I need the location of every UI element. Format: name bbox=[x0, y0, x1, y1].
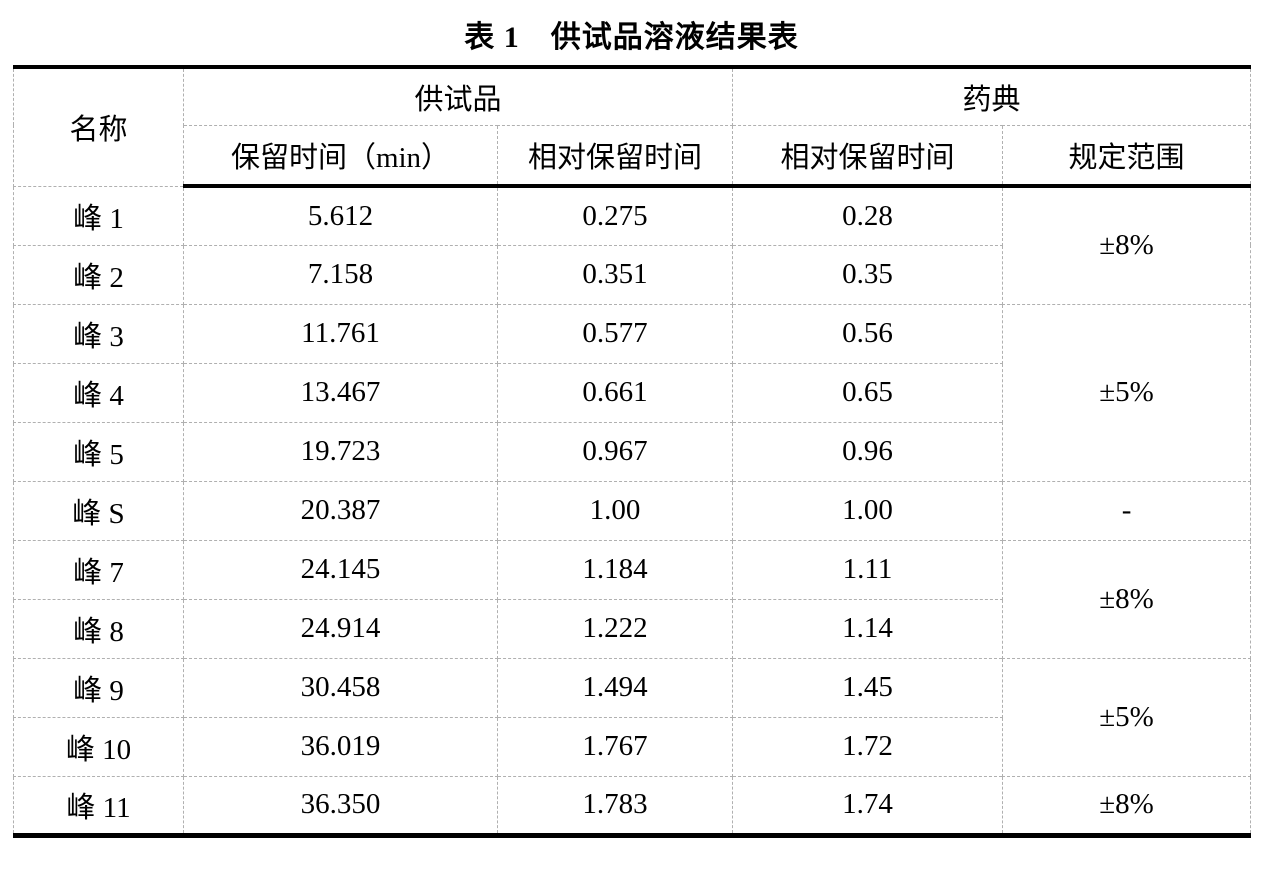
specified-range-cell: ±8% bbox=[1002, 775, 1252, 836]
peak-name-cell: 峰 5 bbox=[13, 421, 184, 482]
retention-time-cell: 30.458 bbox=[183, 657, 498, 718]
table-header: 名称 供试品 药典 保留时间（min） 相对保留时间 相对保留时间 规定范围 bbox=[13, 66, 1252, 188]
retention-time-cell: 5.612 bbox=[183, 185, 498, 246]
retention-time-cell: 19.723 bbox=[183, 421, 498, 482]
header-cell-name: 名称 bbox=[13, 66, 184, 187]
relative-rt-cell: 0.577 bbox=[496, 303, 734, 364]
peak-name-cell: 峰 11 bbox=[13, 775, 184, 836]
header-row-sub: 保留时间（min） 相对保留时间 相对保留时间 规定范围 bbox=[14, 124, 1252, 188]
header-row-groups: 名称 供试品 药典 bbox=[13, 66, 1252, 187]
peak-name-cell: 峰 3 bbox=[13, 303, 184, 364]
specified-range-cell: ±8% bbox=[1002, 185, 1252, 305]
relative-rt-cell: 0.351 bbox=[496, 244, 734, 305]
retention-time-cell: 7.158 bbox=[183, 244, 498, 305]
specified-range-cell: ±5% bbox=[1002, 303, 1252, 482]
results-table: 名称 供试品 药典 保留时间（min） 相对保留时间 相对保留时间 规定范围 峰… bbox=[13, 65, 1252, 838]
retention-time-cell: 20.387 bbox=[183, 480, 498, 541]
specified-range-cell: ±5% bbox=[1002, 657, 1252, 777]
specified-range-cell: - bbox=[1002, 480, 1252, 541]
pharmacopoeia-rrt-cell: 1.11 bbox=[732, 539, 1004, 600]
relative-rt-cell: 1.222 bbox=[496, 598, 734, 659]
table-row: 峰 8 24.914 1.222 1.14 bbox=[13, 598, 1251, 659]
table-row: 峰 9 30.458 1.494 1.45 ±5% bbox=[13, 657, 1252, 777]
retention-time-cell: 36.350 bbox=[183, 775, 498, 836]
header-cell-sample-group: 供试品 bbox=[182, 66, 734, 126]
pharmacopoeia-rrt-cell: 1.45 bbox=[732, 657, 1004, 718]
table-row: 峰 S 20.387 1.00 1.00- bbox=[13, 480, 1252, 541]
peak-name-cell: 峰 7 bbox=[13, 539, 184, 600]
table-caption: 表 1 供试品溶液结果表 bbox=[464, 21, 799, 54]
retention-time-cell: 11.761 bbox=[183, 303, 498, 364]
pharmacopoeia-rrt-cell: 1.14 bbox=[732, 598, 1004, 659]
peak-name-cell: 峰 8 bbox=[13, 598, 184, 659]
relative-rt-cell: 0.967 bbox=[496, 421, 734, 482]
relative-rt-cell: 1.00 bbox=[496, 480, 734, 541]
peak-name-cell: 峰 9 bbox=[13, 657, 184, 718]
pharmacopoeia-rrt-cell: 1.74 bbox=[732, 775, 1004, 836]
header-cell-relative-rt: 相对保留时间 bbox=[496, 124, 734, 188]
pharmacopoeia-rrt-cell: 0.56 bbox=[732, 303, 1004, 364]
header-cell-retention-time: 保留时间（min） bbox=[183, 124, 498, 188]
table-row: 峰 4 13.467 0.661 0.65 bbox=[13, 362, 1251, 423]
relative-rt-cell: 0.661 bbox=[496, 362, 734, 423]
peak-name-cell: 峰 S bbox=[13, 480, 184, 541]
pharmacopoeia-rrt-cell: 0.28 bbox=[732, 185, 1004, 246]
table-row: 峰 11 36.350 1.783 1.74 ±8% bbox=[13, 775, 1252, 836]
retention-time-cell: 24.914 bbox=[183, 598, 498, 659]
relative-rt-cell: 1.494 bbox=[496, 657, 734, 718]
table-row: 峰 7 24.145 1.184 1.11 ±8% bbox=[13, 539, 1252, 659]
pharmacopoeia-rrt-cell: 1.00 bbox=[732, 480, 1004, 541]
peak-name-cell: 峰 10 bbox=[13, 716, 184, 777]
relative-rt-cell: 1.767 bbox=[496, 716, 734, 777]
table-row: 峰 3 11.761 0.577 0.56 ±5% bbox=[13, 303, 1252, 482]
table-body: 峰 1 5.612 0.275 0.28 ±8% 峰 2 7.158 0.351 0.35 峰 3… bbox=[13, 185, 1252, 836]
relative-rt-cell: 1.184 bbox=[496, 539, 734, 600]
pharmacopoeia-rrt-cell: 0.96 bbox=[732, 421, 1004, 482]
pharmacopoeia-rrt-cell: 0.35 bbox=[732, 244, 1004, 305]
pharmacopoeia-rrt-cell: 1.72 bbox=[732, 716, 1004, 777]
pharmacopoeia-rrt-cell: 0.65 bbox=[732, 362, 1004, 423]
retention-time-cell: 36.019 bbox=[183, 716, 498, 777]
header-cell-pharmacopoeia-rrt: 相对保留时间 bbox=[732, 124, 1004, 188]
relative-rt-cell: 1.783 bbox=[496, 775, 734, 836]
retention-time-cell: 13.467 bbox=[183, 362, 498, 423]
specified-range-cell: ±8% bbox=[1002, 539, 1252, 659]
table-row: 峰 5 19.723 0.967 0.96 bbox=[13, 421, 1251, 482]
relative-rt-cell: 0.275 bbox=[496, 185, 734, 246]
table-row: 峰 1 5.612 0.275 0.28 ±8% bbox=[13, 185, 1252, 305]
table-row: 峰 10 36.019 1.767 1.72 bbox=[13, 716, 1251, 777]
peak-name-cell: 峰 2 bbox=[13, 244, 184, 305]
peak-name-cell: 峰 1 bbox=[13, 185, 184, 246]
retention-time-cell: 24.145 bbox=[183, 539, 498, 600]
peak-name-cell: 峰 4 bbox=[13, 362, 184, 423]
header-cell-pharmacopoeia-group: 药典 bbox=[732, 66, 1252, 126]
header-cell-specified-range: 规定范围 bbox=[1002, 124, 1252, 188]
